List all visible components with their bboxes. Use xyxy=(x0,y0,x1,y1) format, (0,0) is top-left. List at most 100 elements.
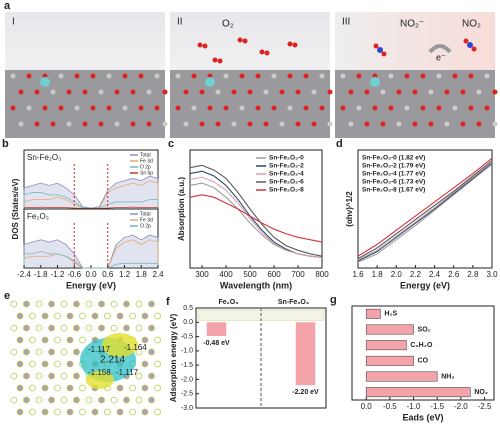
slab xyxy=(335,70,495,138)
atom xyxy=(23,396,30,404)
atom xyxy=(191,73,197,79)
atom xyxy=(356,73,362,79)
series-line xyxy=(189,176,323,258)
atom xyxy=(85,300,93,308)
atom xyxy=(123,396,130,404)
atom xyxy=(135,396,143,404)
x-tick-label: -1.2 xyxy=(51,270,65,279)
bar xyxy=(365,324,414,335)
atom xyxy=(48,372,55,380)
atom xyxy=(396,121,402,127)
atom xyxy=(79,384,86,392)
bar xyxy=(365,340,407,351)
charge: -1.158 xyxy=(88,368,111,377)
atom xyxy=(279,89,285,95)
atom xyxy=(388,105,394,111)
series-line xyxy=(357,157,493,257)
atom xyxy=(452,105,458,111)
x-tick-label: 0.0 xyxy=(361,402,373,411)
atom xyxy=(98,300,105,308)
atom xyxy=(319,105,325,111)
y-tick-label: 0.0 xyxy=(183,319,193,326)
y-tick-label: -0.5 xyxy=(181,333,193,340)
atom xyxy=(35,324,43,332)
atom xyxy=(271,73,277,79)
atom xyxy=(303,105,309,111)
atom xyxy=(484,105,490,111)
atom xyxy=(114,89,120,95)
plot-frame xyxy=(351,305,495,401)
panel-label: d xyxy=(336,138,343,150)
y-axis-title: DOS (States/eV) xyxy=(11,178,20,239)
atom xyxy=(58,105,64,111)
panel-label: b xyxy=(2,138,9,150)
atom xyxy=(98,121,104,127)
atom xyxy=(129,312,136,320)
atom xyxy=(436,73,442,79)
y-tick-label: -1.5 xyxy=(181,362,193,369)
atom xyxy=(50,89,56,95)
atom xyxy=(135,348,143,356)
atom xyxy=(10,396,18,404)
x-tick-label: 300 xyxy=(195,270,209,279)
atom xyxy=(60,324,68,332)
atom xyxy=(207,105,213,111)
atom xyxy=(42,105,48,111)
category-label: NO₂ xyxy=(474,389,488,396)
atom xyxy=(104,408,111,416)
bar xyxy=(365,308,381,319)
panel-label: f xyxy=(166,296,170,308)
atom xyxy=(428,89,434,95)
o-atom xyxy=(202,43,208,49)
legend-label: Total xyxy=(140,152,151,158)
atom xyxy=(279,121,285,127)
category-label: C₂H₄O xyxy=(410,342,433,349)
charge: -1.117 xyxy=(116,368,139,377)
atom xyxy=(16,336,24,344)
legend-label: O 2p xyxy=(140,223,151,229)
atom xyxy=(79,336,86,344)
atom xyxy=(73,372,80,380)
atom xyxy=(129,384,136,392)
atom xyxy=(231,89,237,95)
atom xyxy=(18,89,24,95)
atom xyxy=(130,121,136,127)
stage: III xyxy=(342,17,350,28)
atom xyxy=(239,105,245,111)
atom xyxy=(340,105,346,111)
legend-label: Sn-Fe₂O₃-2 (1.79 eV) xyxy=(362,163,425,170)
atom xyxy=(476,89,482,95)
atom xyxy=(48,324,55,332)
atom xyxy=(48,300,55,308)
atom xyxy=(60,300,68,308)
category-label: CO xyxy=(418,358,429,365)
atom xyxy=(73,396,80,404)
atom xyxy=(116,384,124,392)
atom xyxy=(364,121,370,127)
series-line xyxy=(357,160,493,260)
atom xyxy=(79,408,86,416)
panel-label: g xyxy=(330,294,337,306)
atom xyxy=(154,105,160,111)
x-tick-label: 800 xyxy=(315,270,329,279)
panel-label: a xyxy=(4,0,11,12)
x-tick-label: 600 xyxy=(267,270,281,279)
atom xyxy=(23,300,30,308)
atom xyxy=(54,360,61,368)
atom xyxy=(60,396,68,404)
legend-label: Sn-Fe₂O₃-2 xyxy=(269,163,304,170)
bar xyxy=(365,387,471,398)
atom xyxy=(35,396,43,404)
atom xyxy=(66,384,74,392)
atom xyxy=(98,324,105,332)
atom xyxy=(123,300,130,308)
legend-label: Sn-Fe₂O₃-0 (1.82 eV) xyxy=(362,155,425,162)
atom xyxy=(404,73,410,79)
sn-atom xyxy=(40,77,50,87)
atom xyxy=(484,73,490,79)
atom xyxy=(215,89,221,95)
series-line xyxy=(357,161,493,261)
x-axis-title: Eads (eV) xyxy=(402,412,443,422)
x-axis-title: Energy (eV) xyxy=(400,280,450,290)
atom xyxy=(348,89,354,95)
